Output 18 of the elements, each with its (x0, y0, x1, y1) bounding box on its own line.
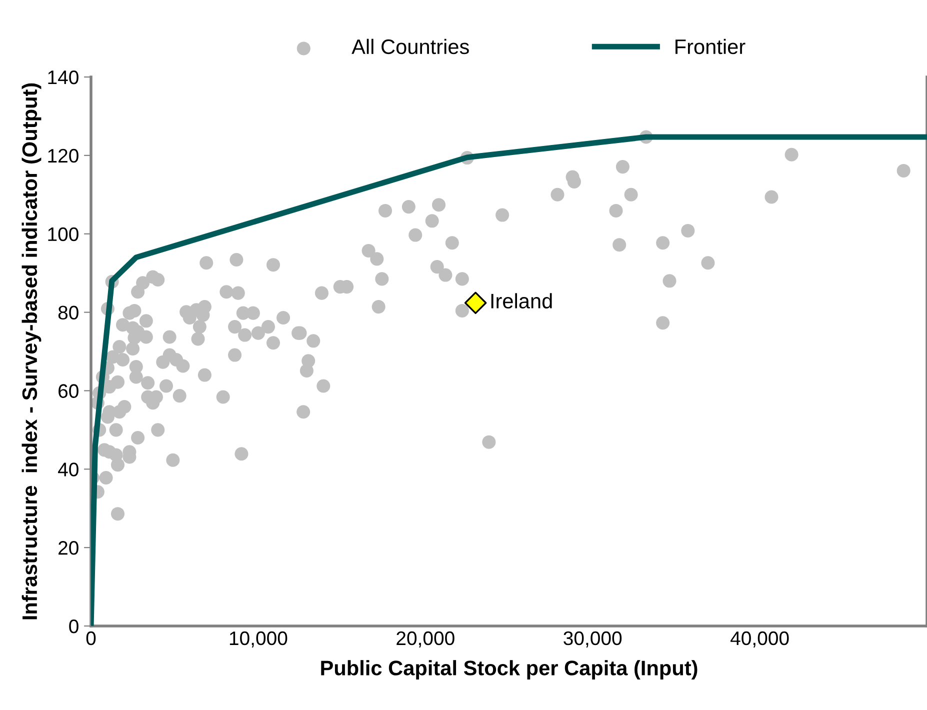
y-tick-label: 60 (58, 384, 78, 398)
y-tick-label: 140 (48, 70, 78, 84)
x-tick-label: 40,000 (730, 631, 789, 648)
x-tick-label: 30,000 (564, 631, 622, 648)
y-tick-label: 80 (58, 306, 78, 320)
y-tick-label: 0 (69, 619, 78, 634)
y-axis-title: Infrastructure index - Survey-based indicator (Output) (22, 83, 42, 620)
legend-label: All Countries (352, 38, 469, 54)
x-tick-label: 10,000 (230, 631, 288, 648)
x-tick-label: 0 (86, 631, 96, 646)
y-tick-label: 40 (58, 462, 78, 476)
y-tick-label: 120 (48, 148, 78, 163)
x-tick-label: 20,000 (396, 631, 454, 648)
x-axis-title: Public Capital Stock per Capita (Input) (321, 660, 698, 680)
y-tick-label: 100 (48, 227, 78, 242)
annotation: Ireland (491, 293, 552, 308)
legend-label: Frontier (676, 38, 746, 54)
y-tick-label: 20 (58, 541, 78, 555)
